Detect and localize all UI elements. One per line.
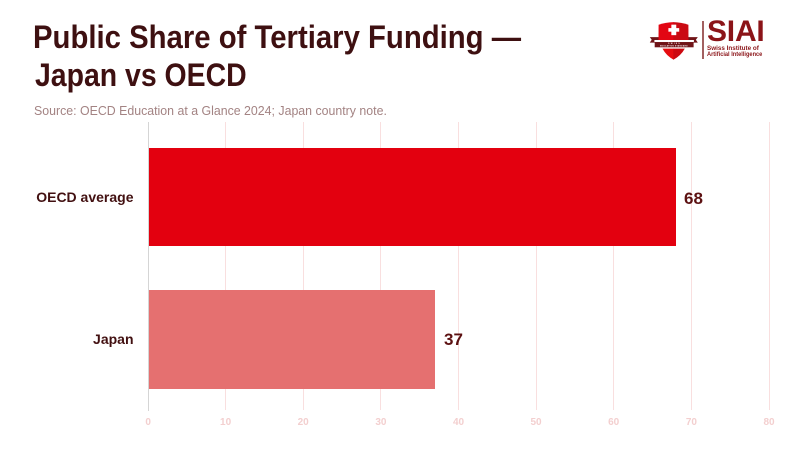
svg-text:SWISS: SWISS [668, 43, 680, 45]
svg-text:EDUCATION STANDARD: EDUCATION STANDARD [660, 44, 688, 47]
